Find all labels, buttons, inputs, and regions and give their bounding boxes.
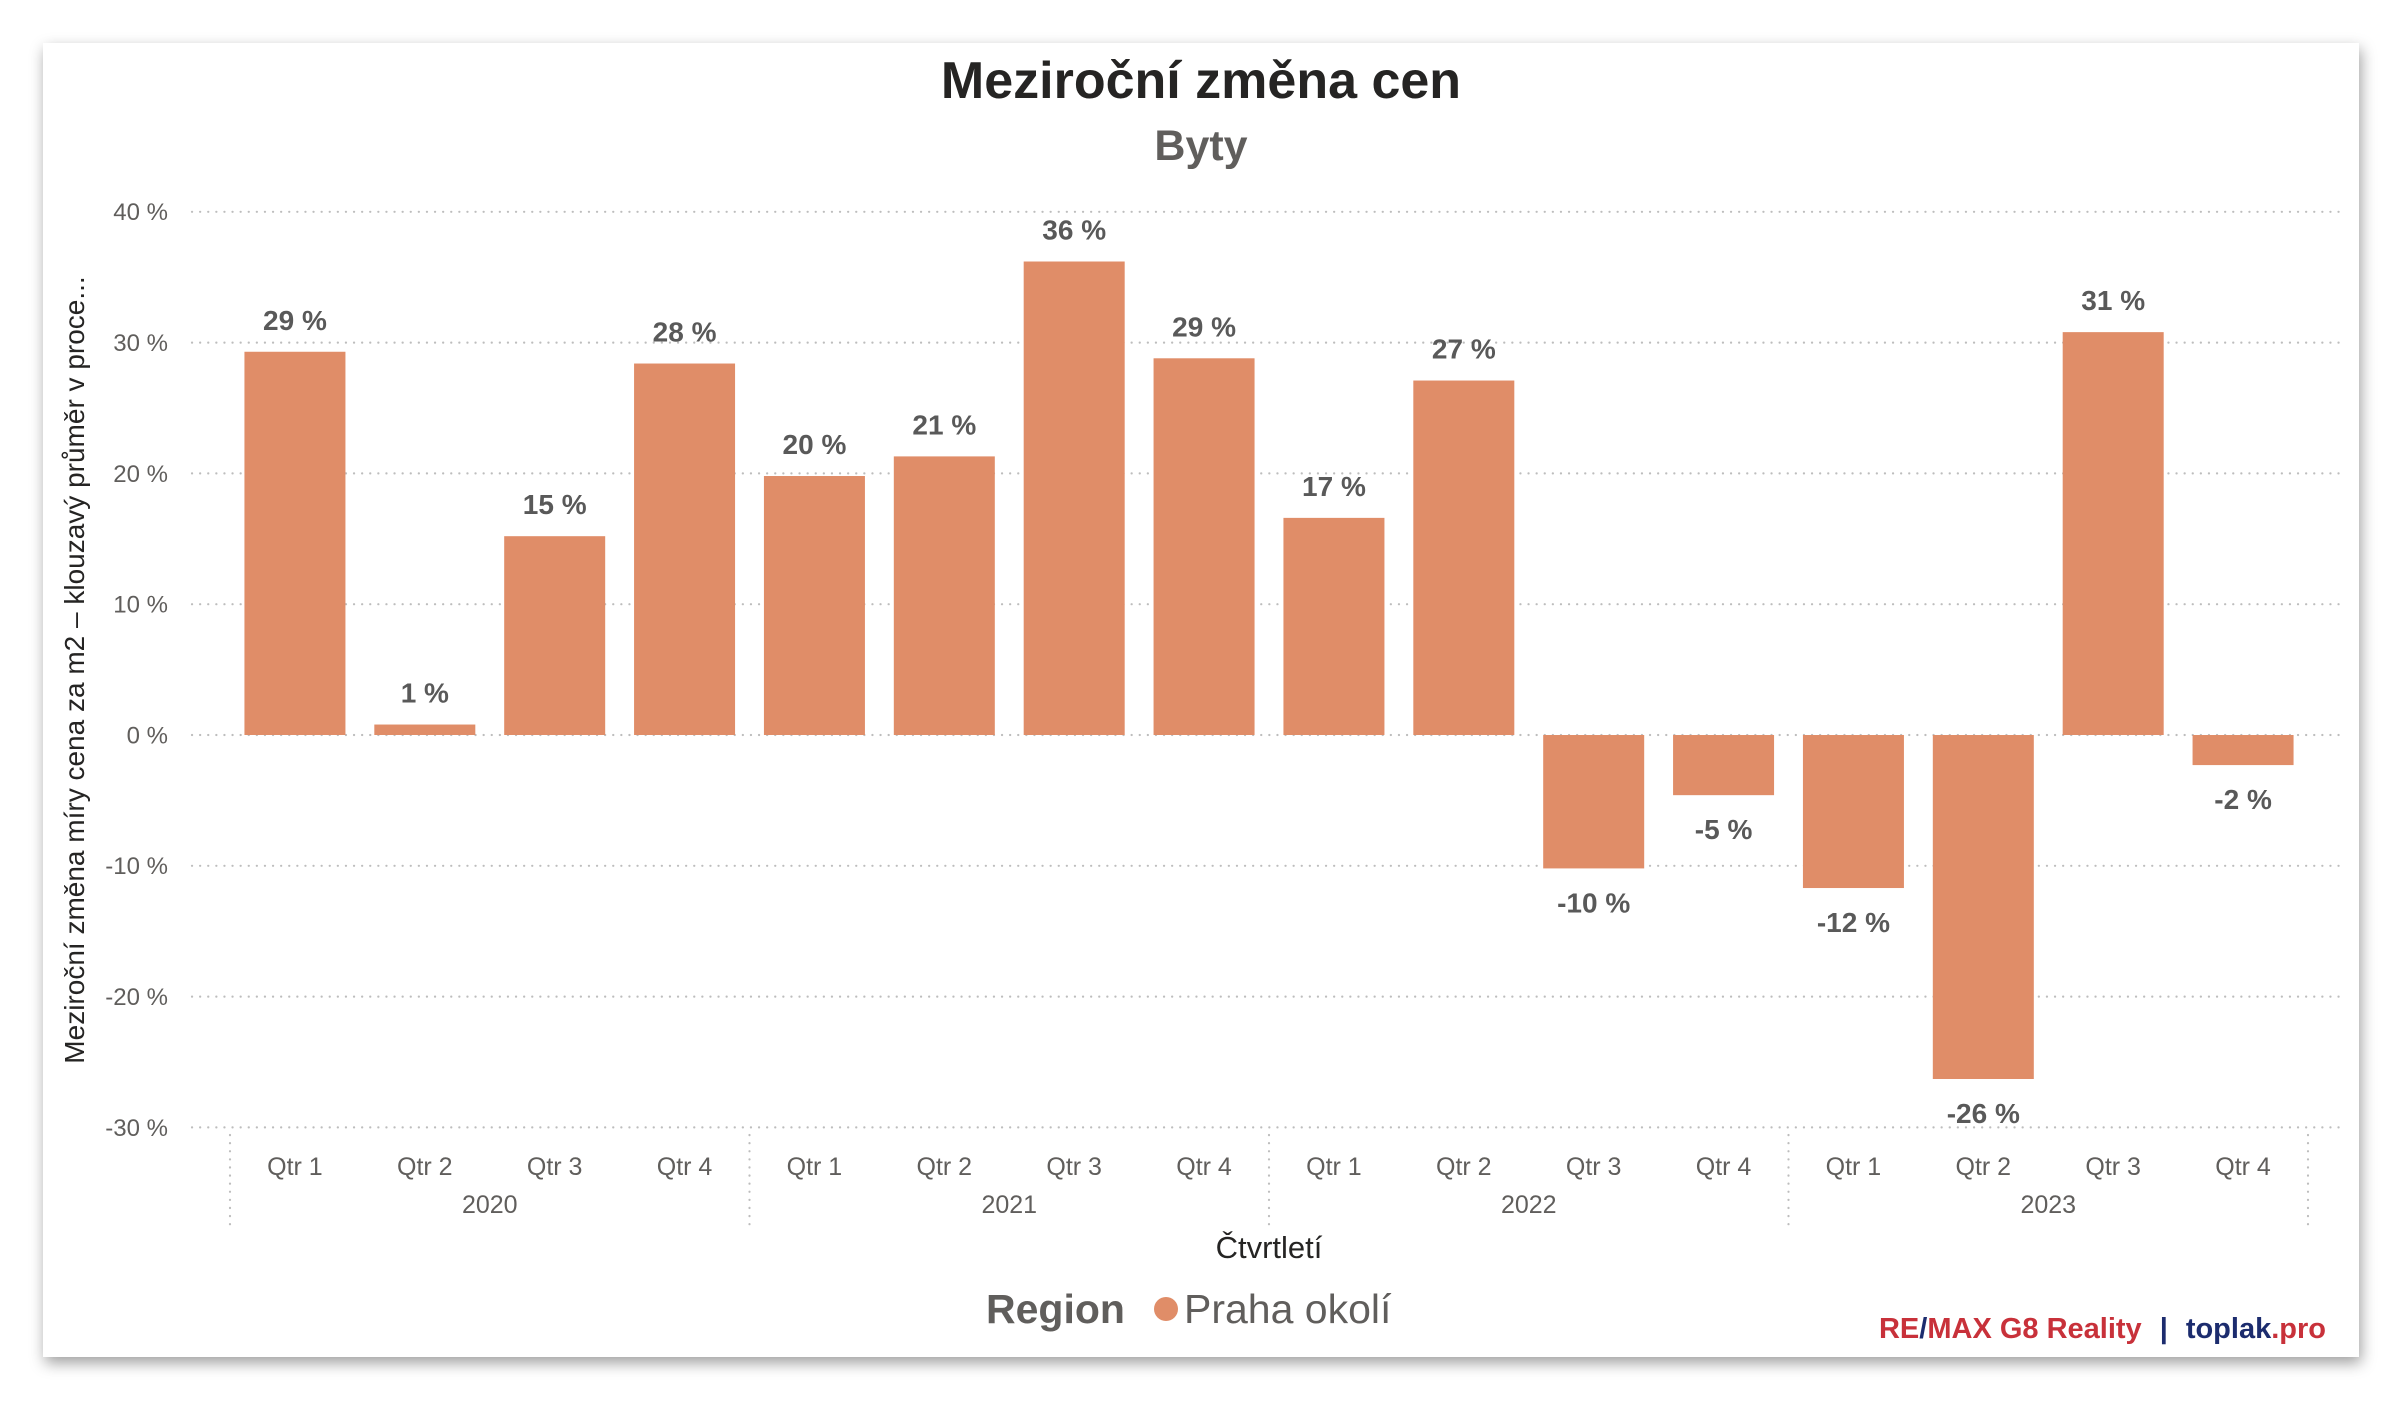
x-tick-label-2020-qtr-2: Qtr 2 <box>397 1153 453 1181</box>
y-tick-label: 30 % <box>113 330 168 357</box>
x-tick-label-2022-qtr-2: Qtr 2 <box>1436 1153 1492 1181</box>
brand-separator: | <box>2160 1313 2168 1345</box>
x-tick-label-2021-qtr-3: Qtr 3 <box>1046 1153 1102 1181</box>
bar-2023-qtr-4 <box>2192 735 2294 766</box>
brand-re: RE <box>1879 1313 1919 1345</box>
data-label-2020-qtr-2: 1 % <box>401 678 449 709</box>
legend: Region Praha okolí <box>986 1286 1392 1332</box>
bar-2022-qtr-3 <box>1543 735 1645 869</box>
data-label-2020-qtr-3: 15 % <box>523 489 587 520</box>
x-tick-label-2021-qtr-2: Qtr 2 <box>917 1153 973 1181</box>
bar-2022-qtr-4 <box>1673 735 1775 796</box>
bar-2020-qtr-1 <box>244 351 346 735</box>
plot-area: 40 % 30 % 20 % 10 % 0 % -10 % -20 % -30 % 29 % Qt… <box>105 199 2341 1230</box>
y-tick-label: -30 % <box>105 1115 168 1142</box>
bar-2020-qtr-2 <box>374 724 476 735</box>
data-label-2021-qtr-2: 21 % <box>912 409 976 440</box>
y-tick-label: 10 % <box>113 592 168 619</box>
data-label-2020-qtr-4: 28 % <box>653 317 717 348</box>
data-label-2023-qtr-1: -12 % <box>1817 907 1890 938</box>
x-tick-label-2020-qtr-4: Qtr 4 <box>657 1153 713 1181</box>
bar-2021-qtr-2 <box>893 456 995 735</box>
brand-slash: / <box>1919 1313 1927 1345</box>
x-year-label-2022: 2022 <box>1501 1191 1557 1219</box>
x-year-label-2021: 2021 <box>981 1191 1037 1219</box>
x-year-label-2020: 2020 <box>462 1191 518 1219</box>
x-tick-label-2023-qtr-3: Qtr 3 <box>2085 1153 2141 1181</box>
data-label-2022-qtr-4: -5 % <box>1695 814 1753 845</box>
data-label-2023-qtr-4: -2 % <box>2214 784 2272 815</box>
x-tick-label-2022-qtr-1: Qtr 1 <box>1306 1153 1362 1181</box>
y-tick-label: 20 % <box>113 461 168 488</box>
y-axis-title: Meziroční změna míry cena za m2 – klouza… <box>59 276 90 1063</box>
y-tick-label: -20 % <box>105 984 168 1011</box>
data-label-2023-qtr-3: 31 % <box>2081 285 2145 316</box>
x-tick-label-2021-qtr-1: Qtr 1 <box>787 1153 843 1181</box>
brand-toplak: toplak <box>2186 1313 2272 1345</box>
y-tick-label: 40 % <box>113 199 168 226</box>
branding: RE/MAX G8 Reality | toplak.pro <box>1879 1313 2326 1345</box>
chart-title: Meziroční změna cen <box>941 52 1461 110</box>
x-tick-label-2020-qtr-1: Qtr 1 <box>267 1153 323 1181</box>
legend-item-praha-okoli: Praha okolí <box>1184 1286 1392 1332</box>
data-label-2022-qtr-2: 27 % <box>1432 334 1496 365</box>
bar-2021-qtr-1 <box>763 476 865 735</box>
data-label-2021-qtr-3: 36 % <box>1042 215 1106 246</box>
bar-2021-qtr-3 <box>1023 261 1125 735</box>
legend-title: Region <box>986 1286 1125 1332</box>
brand-max-g8-reality: MAX G8 Reality <box>1927 1313 2141 1345</box>
x-tick-label-2023-qtr-4: Qtr 4 <box>2215 1153 2271 1181</box>
data-label-2020-qtr-1: 29 % <box>263 305 327 336</box>
data-label-2022-qtr-3: -10 % <box>1557 887 1630 918</box>
bar-2021-qtr-4 <box>1153 358 1255 735</box>
x-tick-label-2022-qtr-4: Qtr 4 <box>1696 1153 1752 1181</box>
x-tick-label-2022-qtr-3: Qtr 3 <box>1566 1153 1622 1181</box>
bar-2023-qtr-3 <box>2062 332 2164 735</box>
brand-pro: .pro <box>2271 1313 2326 1345</box>
x-tick-label-2020-qtr-3: Qtr 3 <box>527 1153 583 1181</box>
data-label-2022-qtr-1: 17 % <box>1302 471 1366 502</box>
y-tick-label: 0 % <box>127 722 168 749</box>
data-label-2021-qtr-1: 20 % <box>783 429 847 460</box>
chart-subtitle: Byty <box>1154 122 1247 170</box>
data-label-2021-qtr-4: 29 % <box>1172 311 1236 342</box>
bar-2020-qtr-4 <box>634 363 736 735</box>
x-tick-label-2023-qtr-2: Qtr 2 <box>1956 1153 2012 1181</box>
legend-swatch <box>1154 1297 1178 1321</box>
x-tick-label-2023-qtr-1: Qtr 1 <box>1826 1153 1882 1181</box>
bar-2023-qtr-2 <box>1932 735 2034 1080</box>
bar-2022-qtr-2 <box>1413 380 1515 735</box>
bar-2022-qtr-1 <box>1283 517 1385 735</box>
data-label-2023-qtr-2: -26 % <box>1947 1098 2020 1129</box>
x-axis-title: Čtvrtletí <box>1216 1230 1323 1265</box>
y-tick-label: -10 % <box>105 853 168 880</box>
bar-2020-qtr-3 <box>504 536 606 735</box>
x-year-label-2023: 2023 <box>2020 1191 2076 1219</box>
bar-2023-qtr-1 <box>1802 735 1904 889</box>
x-tick-label-2021-qtr-4: Qtr 4 <box>1176 1153 1232 1181</box>
